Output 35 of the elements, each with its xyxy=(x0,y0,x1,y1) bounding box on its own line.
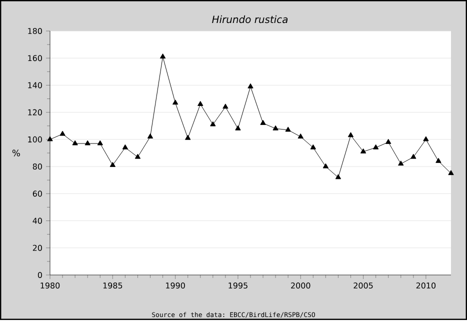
point xyxy=(97,140,103,146)
chart-title: Hirundo rustica xyxy=(212,15,288,24)
point xyxy=(160,54,166,59)
point xyxy=(360,148,366,154)
point xyxy=(110,162,116,167)
point xyxy=(134,154,141,159)
point xyxy=(335,174,342,180)
point xyxy=(248,83,254,88)
point xyxy=(310,144,316,150)
point xyxy=(348,132,354,138)
point xyxy=(272,125,278,130)
point xyxy=(147,134,154,139)
point xyxy=(235,125,241,130)
point xyxy=(210,121,216,126)
point xyxy=(72,140,78,146)
point xyxy=(398,160,404,166)
point xyxy=(285,126,291,132)
point xyxy=(322,163,329,168)
point xyxy=(122,144,128,150)
point xyxy=(385,138,392,144)
point xyxy=(198,101,204,106)
y-axis-title: % xyxy=(12,150,20,156)
point xyxy=(410,154,416,159)
point xyxy=(84,140,90,146)
point xyxy=(436,158,442,163)
point xyxy=(260,120,266,125)
point xyxy=(172,100,178,105)
point xyxy=(47,136,53,142)
point xyxy=(185,134,191,140)
point xyxy=(372,144,379,150)
point xyxy=(60,130,66,136)
point xyxy=(222,104,228,109)
point xyxy=(423,136,429,142)
point xyxy=(298,134,304,139)
point xyxy=(448,170,454,176)
